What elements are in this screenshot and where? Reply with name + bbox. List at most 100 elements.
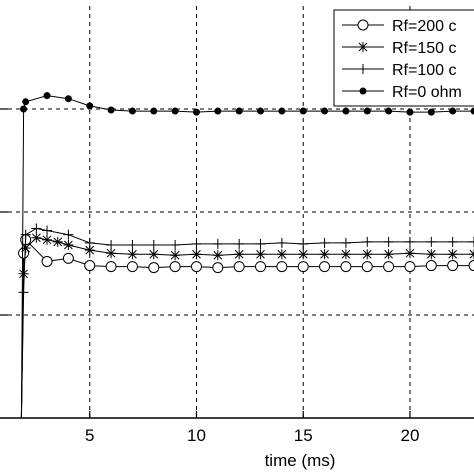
data-point (319, 237, 330, 248)
data-point (171, 107, 179, 115)
data-point (340, 237, 351, 248)
point-star-d2 (448, 249, 458, 259)
point-dot-marker (385, 107, 393, 115)
point-dot-marker (257, 107, 265, 115)
legend-label: Rf=0 ohm (392, 84, 462, 101)
legend-entry: Rf=0 ohm (342, 84, 462, 101)
data-point (406, 108, 414, 116)
point-dot-marker (107, 106, 115, 114)
series (20, 92, 474, 419)
legend-label: Rf=200 c (392, 18, 456, 35)
data-point (105, 261, 117, 273)
data-point (340, 261, 352, 273)
data-point (404, 236, 415, 247)
series (18, 232, 474, 419)
point-dot-marker (214, 107, 222, 115)
point-dot-marker (150, 107, 158, 115)
point-dot-marker (321, 107, 329, 115)
point-star-d1 (469, 249, 474, 255)
legend-entry: Rf=100 c (342, 62, 456, 79)
point-star-d2 (277, 249, 287, 259)
data-point (106, 239, 117, 250)
data-point (107, 106, 115, 114)
data-point (148, 249, 159, 260)
data-point (383, 236, 394, 247)
data-point (170, 239, 181, 250)
data-point (234, 238, 245, 249)
data-point (297, 261, 309, 273)
point-circle-marker (357, 19, 369, 31)
legend: Rf=200 c Rf=150 c Rf=100 c Rf=0 ohm (333, 9, 474, 107)
point-star-d2 (170, 250, 180, 260)
point-circle-marker (319, 261, 331, 273)
data-point (321, 107, 329, 115)
data-point (212, 238, 223, 249)
data-point (427, 108, 435, 116)
point-dot-marker (363, 107, 371, 115)
data-point (342, 107, 350, 115)
point-circle-marker (233, 261, 245, 273)
data-point (170, 250, 181, 261)
x-tick-label: 20 (400, 426, 419, 445)
legend-label: Rf=100 c (392, 62, 456, 79)
data-point (469, 249, 474, 260)
series (18, 223, 474, 419)
point-circle-marker (62, 252, 74, 264)
point-circle-marker (468, 260, 474, 272)
data-point (404, 261, 416, 273)
data-point (20, 105, 28, 113)
point-star-d2 (19, 269, 28, 279)
data-point (52, 236, 63, 247)
data-point (41, 255, 53, 267)
point-circle-marker (190, 261, 202, 273)
data-point (31, 223, 42, 234)
point-star-d2 (234, 249, 244, 259)
legend-label: Rf=150 c (392, 40, 456, 57)
data-point (192, 108, 200, 116)
point-circle-marker (212, 262, 224, 274)
data-point (383, 249, 394, 260)
legend-box (333, 9, 474, 107)
data-point (212, 250, 223, 261)
data-point (468, 260, 474, 272)
data-point (298, 238, 309, 249)
point-star-d2 (358, 42, 368, 52)
point-dot-marker (359, 87, 367, 95)
point-circle-marker (340, 261, 352, 273)
point-dot-marker (43, 92, 51, 100)
point-circle-marker (447, 260, 459, 272)
data-point (234, 249, 245, 260)
data-point (278, 107, 286, 115)
legend-entry: Rf=150 c (342, 40, 456, 57)
point-dot-marker (470, 107, 474, 115)
data-point (63, 229, 74, 240)
point-dot-marker (278, 107, 286, 115)
data-point (64, 95, 72, 103)
data-point (18, 287, 29, 298)
data-point (22, 98, 30, 106)
point-star-d2 (32, 233, 41, 243)
point-star-d2 (426, 249, 436, 259)
data-point (148, 239, 159, 250)
point-circle-marker (404, 261, 416, 273)
point-circle-marker (41, 255, 53, 267)
data-point (404, 248, 415, 259)
data-point (362, 249, 373, 260)
data-point (84, 237, 95, 248)
data-point (426, 236, 437, 247)
data-point (18, 268, 29, 279)
point-circle-marker (255, 261, 267, 273)
data-point (299, 107, 307, 115)
data-point (169, 261, 181, 273)
data-point (214, 107, 222, 115)
data-point (255, 249, 266, 260)
data-point (298, 249, 309, 260)
point-star-d2 (128, 249, 137, 259)
data-point (127, 239, 138, 250)
x-axis-ticks: 5 10 15 20 (85, 411, 419, 445)
point-star-d2 (341, 249, 351, 259)
point-star-d2 (298, 249, 308, 259)
point-circle-marker (148, 262, 160, 274)
point-dot-marker (20, 105, 28, 113)
legend-entry: Rf=200 c (342, 18, 456, 35)
